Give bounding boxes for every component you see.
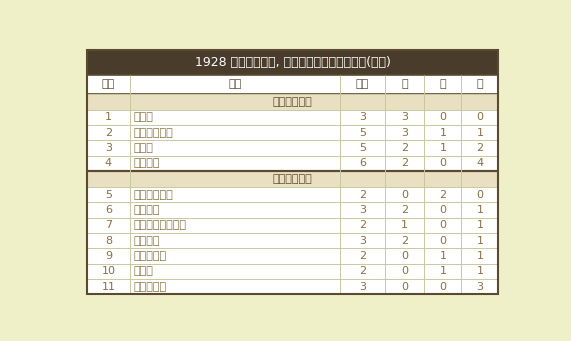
- Text: 2: 2: [359, 251, 366, 261]
- Bar: [87, 75, 498, 94]
- Text: 2: 2: [105, 128, 112, 138]
- Text: 3: 3: [359, 113, 366, 122]
- Text: 1: 1: [476, 251, 484, 261]
- Text: 1: 1: [476, 220, 484, 230]
- Bar: [87, 140, 498, 156]
- Text: 3: 3: [105, 143, 112, 153]
- Text: 2: 2: [359, 220, 366, 230]
- Text: 0: 0: [401, 266, 408, 276]
- Text: 1: 1: [439, 143, 447, 153]
- Text: イギリス: イギリス: [134, 158, 160, 168]
- Text: 1: 1: [476, 128, 484, 138]
- Bar: [87, 110, 498, 125]
- Text: 11: 11: [102, 282, 115, 292]
- Bar: [87, 94, 498, 110]
- Text: 7: 7: [105, 220, 112, 230]
- Bar: [87, 264, 498, 279]
- Text: ベルギー: ベルギー: [134, 236, 160, 246]
- Bar: [87, 279, 498, 294]
- Text: 0: 0: [439, 158, 447, 168]
- Text: 1: 1: [401, 220, 408, 230]
- Text: 0: 0: [439, 113, 447, 122]
- Bar: [87, 50, 498, 75]
- Text: 2: 2: [401, 158, 408, 168]
- Text: 3: 3: [359, 282, 366, 292]
- Text: 敗: 敗: [477, 79, 483, 89]
- Text: スウェーデン: スウェーデン: [134, 128, 174, 138]
- Bar: [87, 187, 498, 202]
- Text: 1928 サンモリッツ, スイス／アイスホッケー(男子): 1928 サンモリッツ, スイス／アイスホッケー(男子): [195, 56, 391, 69]
- Text: 3: 3: [359, 236, 366, 246]
- Text: 2: 2: [359, 190, 366, 200]
- Bar: [87, 125, 498, 140]
- Text: 分: 分: [440, 79, 446, 89]
- Text: ドイツ: ドイツ: [134, 266, 154, 276]
- Text: 1: 1: [105, 113, 112, 122]
- Text: カナダ: カナダ: [134, 113, 154, 122]
- Text: 0: 0: [476, 113, 484, 122]
- Text: 3: 3: [359, 205, 366, 215]
- Text: 2: 2: [359, 266, 366, 276]
- Text: スイス: スイス: [134, 143, 154, 153]
- Text: 3: 3: [476, 282, 484, 292]
- Text: 1: 1: [476, 236, 484, 246]
- Text: ハンガリー: ハンガリー: [134, 282, 167, 292]
- Text: 6: 6: [105, 205, 112, 215]
- Bar: [87, 248, 498, 264]
- Text: 勝: 勝: [401, 79, 408, 89]
- Text: オーストリア: オーストリア: [134, 190, 174, 200]
- Text: 2: 2: [401, 205, 408, 215]
- Text: 順位: 順位: [102, 79, 115, 89]
- Text: 2: 2: [401, 236, 408, 246]
- Bar: [87, 202, 498, 218]
- Text: 4: 4: [476, 158, 484, 168]
- Text: 8: 8: [105, 236, 112, 246]
- Text: 2: 2: [476, 143, 484, 153]
- Text: 1: 1: [439, 128, 447, 138]
- Text: ポーランド: ポーランド: [134, 251, 167, 261]
- Text: 1: 1: [439, 266, 447, 276]
- Text: 2: 2: [401, 143, 408, 153]
- Text: 10: 10: [102, 266, 115, 276]
- Text: 0: 0: [439, 236, 447, 246]
- Text: 0: 0: [439, 205, 447, 215]
- Text: 0: 0: [401, 251, 408, 261]
- Text: 5: 5: [105, 190, 112, 200]
- Text: 決勝ラウンド: 決勝ラウンド: [273, 97, 312, 107]
- Text: 0: 0: [439, 282, 447, 292]
- Text: フランス: フランス: [134, 205, 160, 215]
- Text: 0: 0: [401, 190, 408, 200]
- Text: 4: 4: [105, 158, 112, 168]
- Bar: [87, 233, 498, 248]
- Bar: [87, 218, 498, 233]
- Text: 試合: 試合: [356, 79, 369, 89]
- Text: 5: 5: [359, 128, 366, 138]
- Text: 2: 2: [439, 190, 447, 200]
- Bar: [87, 171, 498, 187]
- Text: 3: 3: [401, 128, 408, 138]
- Text: 3: 3: [401, 113, 408, 122]
- Text: 0: 0: [476, 190, 484, 200]
- Text: 1: 1: [476, 205, 484, 215]
- Text: 国名: 国名: [228, 79, 242, 89]
- Text: 予選ラウンド: 予選ラウンド: [273, 174, 312, 184]
- Text: 5: 5: [359, 143, 366, 153]
- Text: 6: 6: [359, 158, 366, 168]
- Text: 9: 9: [105, 251, 112, 261]
- Text: 1: 1: [439, 251, 447, 261]
- Bar: [87, 156, 498, 171]
- Text: 1: 1: [476, 266, 484, 276]
- Text: 0: 0: [439, 220, 447, 230]
- Text: チェコスロバキア: チェコスロバキア: [134, 220, 187, 230]
- Text: 0: 0: [401, 282, 408, 292]
